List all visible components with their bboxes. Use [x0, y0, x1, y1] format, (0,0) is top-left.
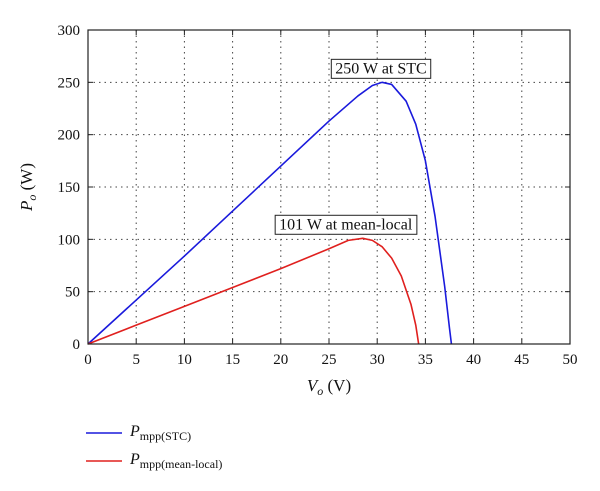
x-tick-label: 35 — [418, 352, 433, 368]
y-tick-label: 100 — [58, 232, 81, 248]
series-line-stc — [87, 81, 453, 345]
series-layer — [87, 81, 453, 345]
annotation-box-stc — [330, 58, 432, 79]
y-tick-label: 0 — [73, 337, 81, 353]
y-tick-label: 150 — [58, 180, 81, 196]
y-tick-label: 50 — [65, 285, 80, 301]
grid-layer — [88, 30, 570, 344]
y-tick-label: 200 — [58, 128, 81, 144]
annotation-mean-local: 101 W at mean-local — [279, 216, 413, 233]
x-tick-label: 30 — [370, 352, 385, 368]
x-tick-label: 45 — [514, 352, 529, 368]
legend-label-stc: Pmpp(STC) — [129, 423, 191, 443]
x-tick-label: 25 — [322, 352, 337, 368]
x-tick-label: 40 — [466, 352, 481, 368]
annotation-stc: 250 W at STC — [335, 60, 426, 77]
x-tick-label: 15 — [225, 352, 240, 368]
y-tick-label: 250 — [58, 75, 81, 91]
legend: Pmpp(STC) Pmpp(mean-local) — [86, 423, 222, 471]
x-tick-label: 50 — [563, 352, 578, 368]
tick-layer: 0 5 10 15 20 25 30 35 40 45 50 0 50 100 150 200 250 300 — [58, 23, 578, 368]
x-axis-label: Vo (V) — [307, 376, 351, 398]
x-tick-label: 0 — [84, 352, 92, 368]
y-axis-label: Po (W) — [17, 163, 39, 212]
series-line-mean-local — [87, 237, 420, 345]
y-tick-label: 300 — [58, 23, 81, 39]
x-tick-label: 20 — [273, 352, 288, 368]
x-tick-label: 5 — [132, 352, 140, 368]
x-tick-label: 10 — [177, 352, 192, 368]
legend-label-mean-local: Pmpp(mean-local) — [129, 451, 222, 471]
annotation-box-mean-local — [274, 214, 418, 235]
annotation-layer: 250 W at STC 101 W at mean-local — [274, 58, 432, 235]
